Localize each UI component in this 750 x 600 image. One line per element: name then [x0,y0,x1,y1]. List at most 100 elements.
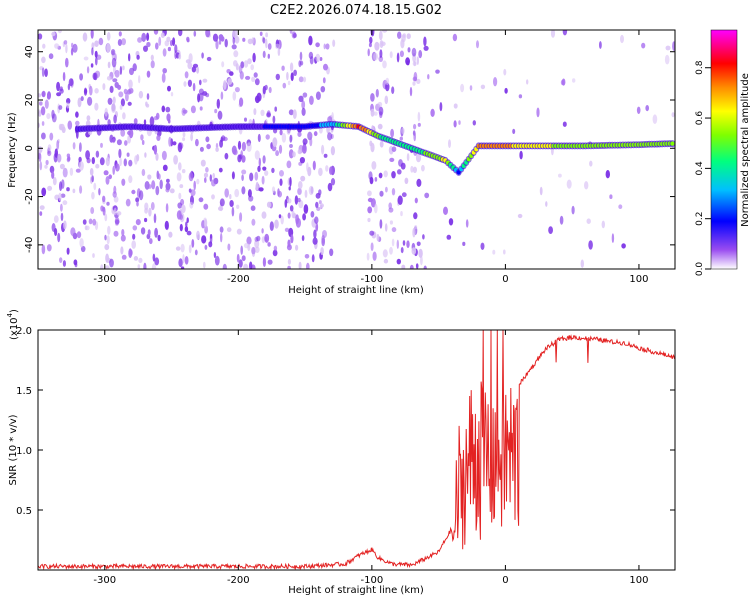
noise-speck [281,133,287,143]
noise-speck [63,220,67,230]
noise-speck [370,108,375,117]
x-tick-label: 100 [629,274,648,285]
noise-speck [161,150,167,161]
noise-speck [205,136,210,143]
noise-speck [397,31,402,39]
noise-speck [378,172,383,179]
noise-speck [448,139,451,149]
noise-speck [413,212,418,220]
noise-speck [186,230,192,236]
noise-speck [418,50,423,59]
noise-speck [367,217,371,223]
noise-speck [458,120,461,125]
noise-speck [503,249,506,255]
noise-speck [107,61,111,69]
noise-speck [186,217,189,224]
noise-speck [73,259,78,266]
noise-speck [155,185,160,196]
noise-speck [298,261,302,269]
noise-speck [138,190,144,201]
noise-speck [80,96,84,102]
noise-speck [443,206,448,215]
noise-speck [412,76,418,82]
noise-speck [109,85,114,93]
noise-speck [664,54,670,65]
noise-speck [375,88,379,98]
noise-speck [385,186,388,193]
noise-speck [187,62,193,70]
noise-speck [41,90,46,98]
noise-speck [330,146,335,156]
noise-speck [453,103,458,109]
noise-speck [236,204,240,209]
noise-speck [297,149,301,154]
noise-speck [396,258,401,265]
noise-speck [57,30,62,34]
noise-speck [56,153,62,163]
spectrogram-signal-ridge [75,120,675,176]
noise-speck [114,69,120,78]
noise-speck [279,178,283,186]
noise-speck [121,178,126,186]
noise-speck [423,36,427,47]
noise-speck [246,142,252,153]
snr-series-line [38,330,675,570]
noise-speck [134,155,138,165]
noise-speck [184,255,189,265]
x-tick-label: -300 [93,575,116,586]
noise-speck [402,240,406,246]
noise-speck [289,134,293,143]
noise-speck [406,153,410,162]
noise-speck [120,246,124,255]
noise-speck [472,120,476,126]
noise-speck [415,263,419,269]
noise-speck [281,65,285,71]
noise-speck [39,211,43,216]
noise-speck [162,164,168,171]
noise-speck [480,242,485,250]
spectrogram-x-axis: -300 -200 -100 0 100 [93,30,648,285]
noise-speck [367,197,373,203]
noise-speck [282,82,287,89]
noise-speck [287,258,291,265]
noise-speck [179,184,184,189]
noise-speck [308,35,313,46]
noise-speck [115,163,120,172]
noise-speck [91,47,94,56]
noise-speck [125,92,129,102]
noise-speck [104,244,110,251]
noise-speck [287,80,291,86]
noise-speck [378,30,383,41]
noise-speck [665,45,671,51]
noise-speck [105,156,110,167]
noise-speck [119,104,123,110]
noise-speck [389,51,393,59]
noise-speck [147,229,151,236]
noise-speck [205,30,211,38]
noise-speck [257,165,261,172]
noise-speck [287,212,291,219]
noise-speck [636,106,641,115]
noise-speck [79,238,84,248]
noise-speck [127,130,132,136]
noise-speck [275,43,280,50]
noise-speck [38,33,43,40]
snr-x-axis-label: Height of straight line (km) [288,585,424,596]
noise-speck [54,148,58,158]
noise-speck [183,81,187,87]
noise-speck [453,120,457,128]
noise-speck [125,198,131,207]
noise-speck [292,33,297,38]
noise-speck [89,85,93,96]
noise-speck [192,82,196,92]
noise-speck [67,83,71,91]
noise-speck [672,41,675,51]
noise-speck [106,43,111,53]
noise-speck [382,30,388,33]
noise-speck [214,255,220,266]
noise-speck [41,121,45,126]
noise-speck [201,52,204,59]
noise-speck [236,253,240,263]
noise-speck [51,223,56,232]
